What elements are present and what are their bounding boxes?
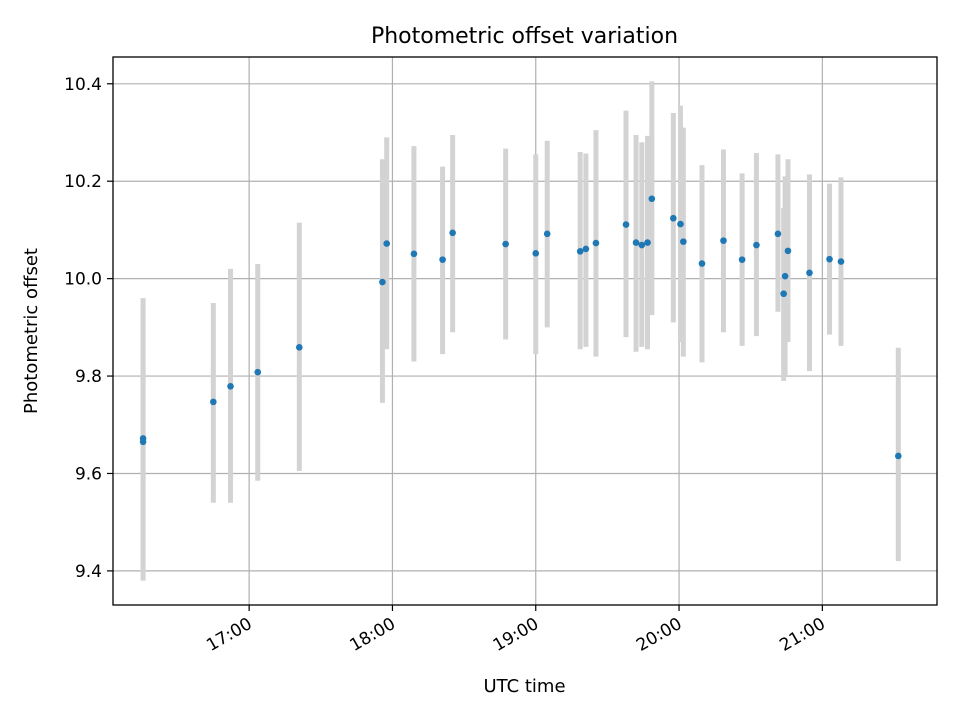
data-point [638,241,646,249]
data-point [670,214,677,222]
data-point [895,452,902,460]
data-point [738,256,746,263]
data-point [532,250,540,257]
data-point [449,229,456,237]
data-point [210,398,217,406]
data-point [826,255,833,263]
data-point [837,258,845,265]
plot-frame [112,56,938,606]
data-point [806,269,813,277]
y-tick-label: 10.0 [64,270,102,290]
data-point [295,344,303,351]
data-point [780,290,787,298]
data-point [622,221,630,228]
data-point [680,238,687,245]
data-point [632,239,640,246]
data-point [227,382,234,390]
data-point [254,368,262,376]
data-point [410,250,418,258]
data-point [592,239,600,247]
data-point [379,278,386,286]
data-point [720,237,727,244]
data-point [698,260,706,267]
data-point [781,272,789,280]
y-tick-label: 9.8 [75,367,102,387]
x-tick-label: 17:00 [203,614,255,656]
data-point [648,195,656,203]
data-point [543,230,551,238]
y-axis-label: Photometric offset [21,248,42,414]
data-point [576,248,584,255]
x-axis-label: UTC time [483,676,565,697]
data-point [582,245,590,253]
y-tick-label: 9.4 [75,562,102,582]
data-point [644,239,651,246]
data-point [502,240,509,248]
grid-lines [113,57,937,605]
data-point [439,256,446,263]
data-point [774,230,782,238]
data-point [139,438,147,446]
error-bars [140,81,901,581]
x-tick-label: 20:00 [633,614,685,656]
data-point [784,247,792,255]
data-point [383,240,391,247]
y-tick-label: 10.2 [64,172,102,192]
y-tick-label: 9.6 [75,464,102,484]
axis-ticks: 17:00 18:00 19:00 20:00 21:00 9.4 9.6 9.8 10.0 10… [64,75,829,656]
data-point [753,241,760,249]
data-markers [139,195,902,460]
x-tick-label: 19:00 [490,614,542,656]
chart-title: Photometric offset variation [371,24,678,49]
x-tick-label: 21:00 [776,614,828,656]
data-point [677,220,684,228]
y-tick-label: 10.4 [64,75,102,95]
x-tick-label: 18:00 [347,614,399,656]
